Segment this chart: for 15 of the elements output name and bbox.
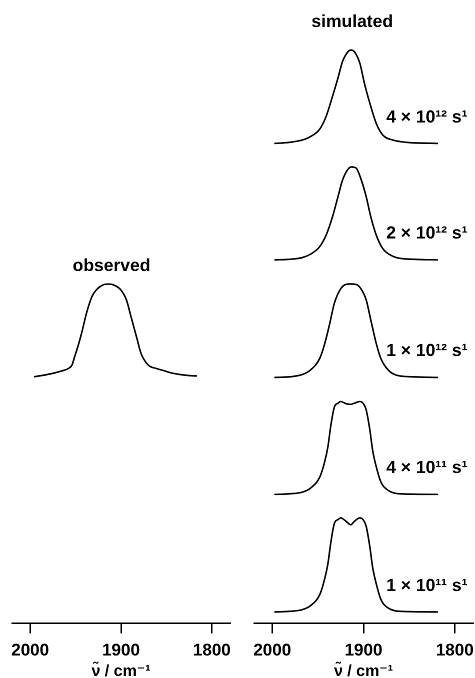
x-axis-title: ν̃ / cm⁻¹: [334, 660, 394, 678]
x-tick-label: 2000: [253, 640, 292, 660]
x-tick-label: 1800: [192, 640, 231, 660]
x-axis-title: ν̃ / cm⁻¹: [91, 660, 151, 678]
x-tick-label: 1800: [436, 640, 474, 660]
series-label: 2 × 10¹² s¹: [386, 222, 468, 243]
series-label: 1 × 10¹¹ s¹: [386, 574, 468, 595]
x-tick-label: 1900: [102, 640, 140, 660]
x-tick-label: 1900: [344, 640, 382, 660]
series-label: 4 × 10¹¹ s¹: [386, 457, 468, 478]
chart-title: simulated: [311, 10, 394, 31]
series-label: 4 × 10¹² s¹: [386, 106, 468, 126]
x-tick-label: 2000: [11, 640, 50, 660]
series-label: 1 × 10¹² s¹: [386, 340, 468, 360]
chart-title: observed: [72, 254, 150, 275]
